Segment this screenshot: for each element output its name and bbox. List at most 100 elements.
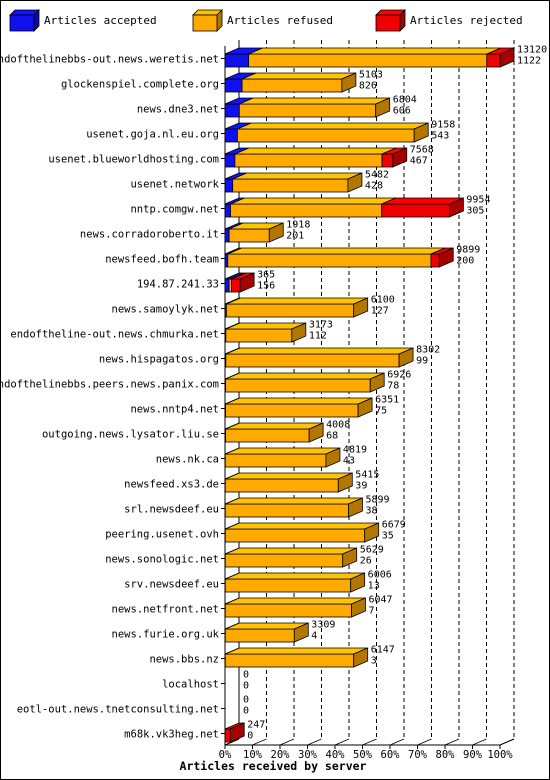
server-label: usenet.blueworldhosting.com: [48, 154, 219, 166]
grid-floor-line: [417, 738, 432, 746]
server-label: srl.newsdeef.eu: [124, 504, 219, 516]
bar-segment-refused: [241, 72, 357, 93]
bar-segment-refused: [224, 447, 341, 468]
grid-floor-line: [307, 738, 322, 746]
bar-segment-refused: [225, 397, 373, 418]
total-label: 6100: [371, 295, 395, 306]
count-label: 201: [286, 231, 304, 242]
bar-side-face: [369, 372, 385, 393]
bar-side-face: [341, 72, 357, 93]
server-label: peering.usenet.ovh: [105, 529, 219, 541]
total-label: 6147: [371, 645, 395, 656]
total-label: 9899: [456, 245, 480, 256]
bar-side-face: [342, 547, 358, 568]
bar-segment-refused: [224, 622, 309, 643]
count-label: 68: [326, 431, 338, 442]
bar-side-face: [353, 297, 369, 318]
server-label: usenet.network: [130, 179, 219, 191]
bar-side-face: [293, 622, 309, 643]
legend-item-rejected: Articles rejected: [375, 9, 523, 32]
count-label: 606: [393, 106, 411, 117]
count-label: 428: [365, 181, 383, 192]
bar-segment-refused: [225, 422, 324, 443]
total-label: 1918: [286, 220, 310, 231]
bar-side-face: [364, 522, 380, 543]
bar-side-face: [239, 272, 255, 293]
bar-side-face: [375, 97, 391, 118]
bar-segment-refused: [230, 197, 396, 218]
count-label: 43: [343, 456, 355, 467]
count-label: 4: [311, 631, 317, 642]
bar-segment-refused: [225, 372, 385, 393]
bar-side-face: [268, 222, 284, 243]
count-label: 467: [410, 156, 428, 167]
total-label: 9954: [466, 195, 490, 206]
server-label: news.dne3.net: [137, 104, 219, 116]
bar-side-face: [357, 397, 373, 418]
legend-swatch-rejected: [375, 9, 406, 32]
count-label: 3: [371, 656, 377, 667]
count-label: 305: [466, 206, 484, 217]
legend-label-refused: Articles refused: [227, 14, 333, 27]
grid-floor-line: [389, 738, 405, 746]
bar-segment-refused: [225, 322, 306, 343]
count-label: 13: [368, 581, 380, 592]
bar-segment-refused: [248, 47, 501, 68]
count-label: 127: [371, 306, 389, 317]
count-label: 35: [382, 531, 394, 542]
total-label: 4819: [343, 445, 367, 456]
server-label: news.bbs.nz: [149, 654, 219, 666]
count-label: 99: [416, 356, 428, 367]
total-label: 4008: [326, 420, 350, 431]
x-tick-label: 10%: [243, 749, 263, 761]
total-label: 0: [243, 670, 249, 681]
server-label: eotl-out.news.tnetconsulting.net: [17, 704, 219, 716]
x-tick-label: 0%: [219, 749, 232, 761]
bar-side-face: [350, 572, 366, 593]
bar-side-face: [448, 197, 464, 218]
total-label: 5629: [360, 545, 384, 556]
server-label: news.furie.org.uk: [112, 629, 220, 641]
count-label: 38: [365, 506, 377, 517]
bar-side-face: [398, 347, 414, 368]
total-label: 6926: [387, 370, 411, 381]
total-label: 6351: [375, 395, 399, 406]
x-tick-label: 40%: [326, 749, 346, 761]
total-label: 6679: [382, 520, 406, 531]
bar-segment-refused: [238, 97, 390, 118]
legend-label-accepted: Articles accepted: [44, 14, 157, 27]
legend-swatch-refused: [192, 9, 223, 32]
grid-floor-line: [252, 738, 267, 746]
server-label: endoftheline-out.news.chmurka.net: [10, 329, 219, 341]
x-tick-label: 50%: [353, 749, 373, 761]
total-label: 9158: [431, 120, 455, 131]
x-tick-label: 60%: [381, 749, 401, 761]
bar-side-face: [499, 47, 515, 68]
total-label: 6006: [368, 570, 392, 581]
total-label: 365: [257, 270, 275, 281]
bar-side-face: [438, 247, 454, 268]
bar-side-face: [413, 122, 429, 143]
count-label: 1122: [517, 56, 541, 67]
floor-edge-left: [224, 738, 240, 746]
bar-segment-refused: [225, 347, 414, 368]
x-tick-label: 90%: [463, 749, 483, 761]
count-label: 39: [355, 481, 367, 492]
count-label: 0: [243, 681, 249, 692]
total-label: 7568: [410, 145, 434, 156]
x-tick-label: 20%: [271, 749, 291, 761]
grid-floor-line: [334, 738, 350, 746]
count-label: 26: [360, 556, 372, 567]
bar-side-face: [291, 322, 307, 343]
x-tick-label: 80%: [436, 749, 456, 761]
